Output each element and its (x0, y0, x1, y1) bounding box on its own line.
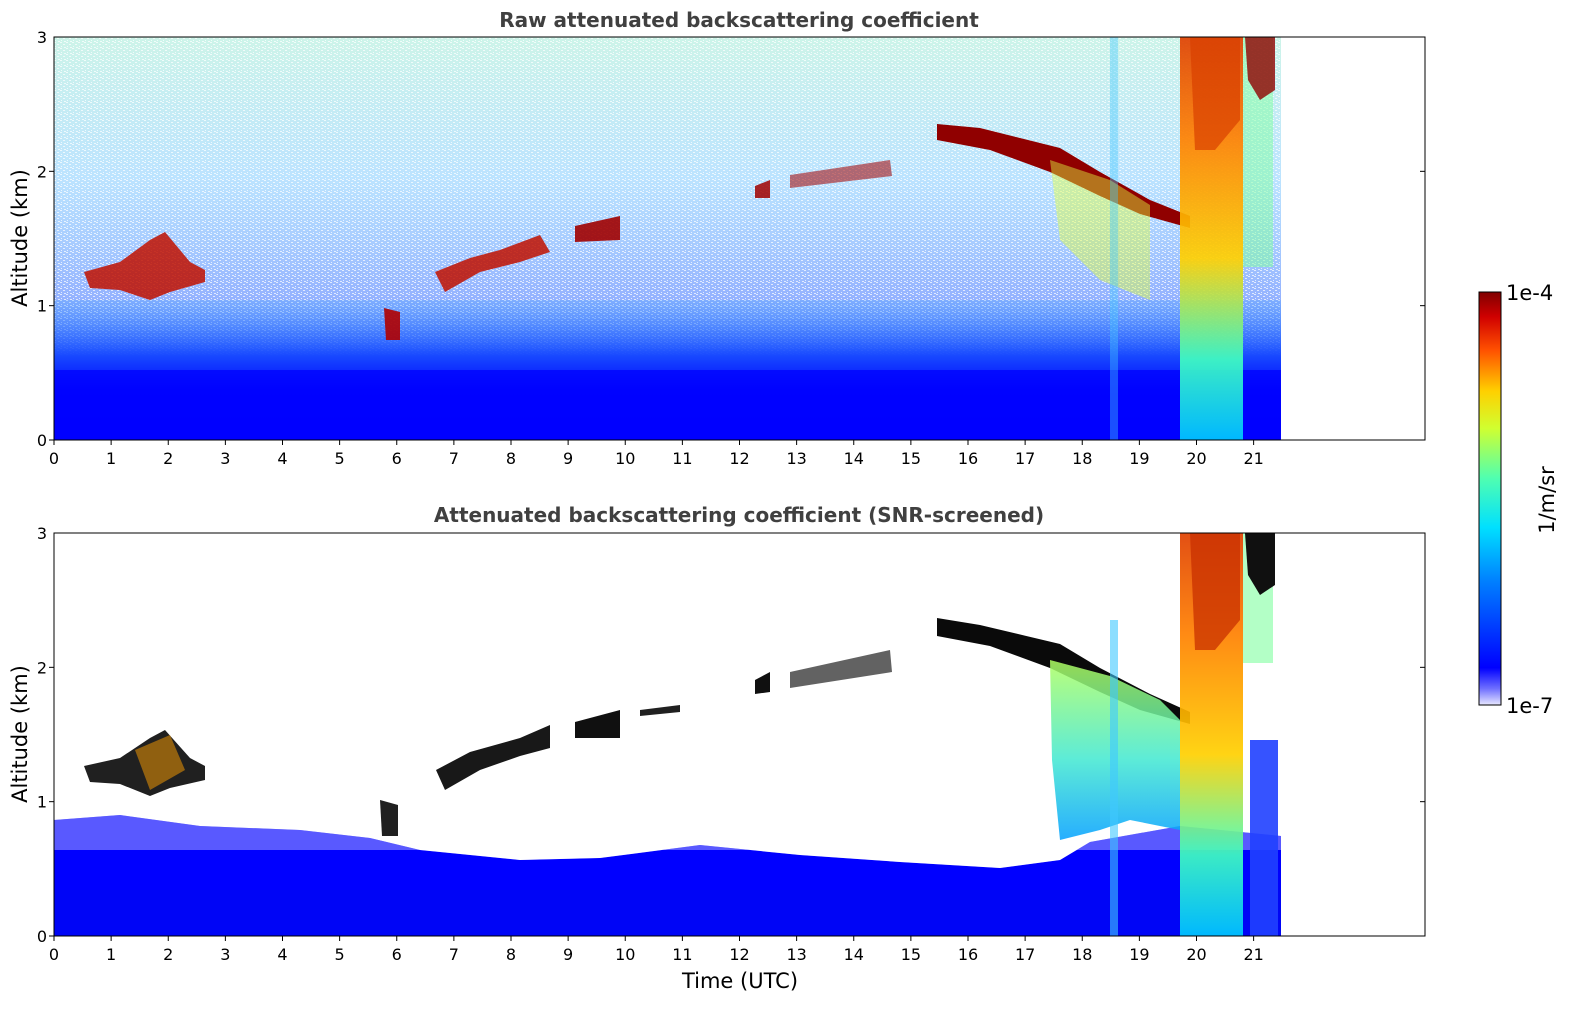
panel2-ylabel: Altitude (km) (8, 665, 32, 803)
x-tick-label: 5 (335, 945, 345, 964)
x-tick-label: 6 (392, 945, 402, 964)
x-tick-label: 16 (958, 945, 978, 964)
y-tick-label: 0 (37, 431, 47, 450)
panel1-ylabel: Altitude (km) (8, 169, 32, 307)
x-tick-label: 4 (277, 945, 287, 964)
x-tick-label: 3 (220, 449, 230, 468)
x-tick-label: 18 (1072, 449, 1092, 468)
colorbar-min-label: 1e-7 (1506, 694, 1553, 718)
x-tick-label: 3 (220, 945, 230, 964)
y-tick-label: 2 (37, 162, 47, 181)
x-tick-label: 19 (1129, 449, 1149, 468)
x-tick-label: 2 (163, 449, 173, 468)
x-tick-label: 14 (844, 945, 864, 964)
x-tick-label: 6 (392, 449, 402, 468)
x-tick-label: 8 (506, 449, 516, 468)
x-tick-label: 21 (1243, 449, 1263, 468)
panel1-cloud-layers (84, 37, 1275, 440)
x-tick-label: 12 (729, 449, 749, 468)
x-tick-label: 4 (277, 449, 287, 468)
x-tick-label: 20 (1186, 449, 1206, 468)
snr-screened-panel: Attenuated backscattering coefficient (S… (8, 503, 1426, 993)
colorbar-max-label: 1e-4 (1506, 281, 1553, 305)
x-tick-label: 16 (958, 449, 978, 468)
panel2-cloud-layers (84, 533, 1278, 936)
x-tick-label: 9 (563, 449, 573, 468)
x-tick-label: 0 (49, 945, 59, 964)
x-tick-label: 18 (1072, 945, 1092, 964)
x-tick-label: 12 (729, 945, 749, 964)
x-tick-label: 7 (449, 945, 459, 964)
raw-backscatter-panel: Raw attenuated backscattering coefficien… (8, 8, 1426, 468)
x-tick-label: 1 (106, 945, 116, 964)
x-tick-label: 2 (163, 945, 173, 964)
y-tick-label: 0 (37, 927, 47, 946)
x-tick-label: 0 (49, 449, 59, 468)
y-tick-label: 1 (37, 793, 47, 812)
x-tick-label: 11 (672, 449, 692, 468)
colorbar: 1e-4 1e-7 1/m/sr (1478, 281, 1559, 718)
x-tick-label: 5 (335, 449, 345, 468)
x-tick-label: 15 (901, 945, 921, 964)
x-tick-label: 13 (786, 945, 806, 964)
x-tick-label: 1 (106, 449, 116, 468)
panel1-heatmap (54, 37, 1281, 440)
x-tick-label: 9 (563, 945, 573, 964)
y-tick-label: 1 (37, 297, 47, 316)
panel2-title: Attenuated backscattering coefficient (S… (434, 503, 1044, 527)
colorbar-gradient (1478, 291, 1502, 706)
panel2-heatmap (54, 533, 1281, 936)
x-tick-label: 7 (449, 449, 459, 468)
x-tick-label: 19 (1129, 945, 1149, 964)
panel1-title: Raw attenuated backscattering coefficien… (499, 8, 979, 32)
x-tick-label: 17 (1015, 945, 1035, 964)
y-tick-label: 3 (37, 28, 47, 47)
x-tick-label: 11 (672, 945, 692, 964)
x-tick-label: 14 (844, 449, 864, 468)
x-tick-label: 8 (506, 945, 516, 964)
x-tick-label: 10 (615, 449, 635, 468)
y-tick-label: 3 (37, 524, 47, 543)
panel2-xlabel: Time (UTC) (681, 969, 798, 993)
x-tick-label: 10 (615, 945, 635, 964)
x-tick-label: 15 (901, 449, 921, 468)
x-tick-label: 21 (1243, 945, 1263, 964)
colorbar-label: 1/m/sr (1535, 466, 1559, 534)
x-tick-label: 20 (1186, 945, 1206, 964)
x-tick-label: 13 (786, 449, 806, 468)
x-tick-label: 17 (1015, 449, 1035, 468)
y-tick-label: 2 (37, 658, 47, 677)
